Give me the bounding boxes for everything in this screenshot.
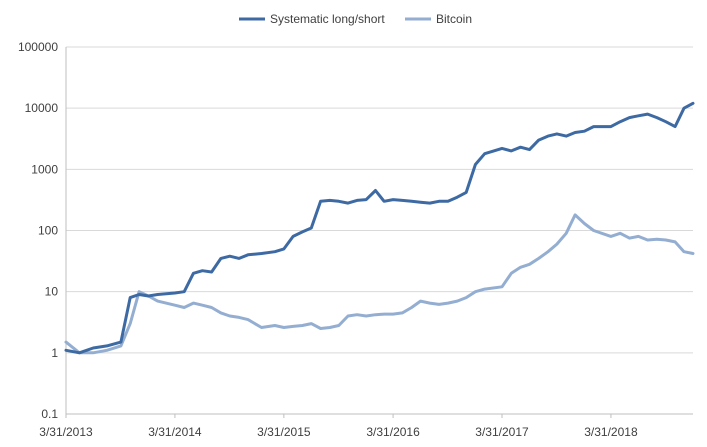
y-tick-label: 1 (51, 346, 58, 360)
x-tick-labels: 3/31/2013 3/31/2014 3/31/2015 3/31/2016 3/31… (39, 425, 638, 439)
axes (65, 47, 693, 418)
y-tick-labels: 0.1 1 10 100 1000 10000 100000 (18, 40, 58, 421)
y-tick-label: 10 (45, 285, 59, 299)
x-tick-label: 3/31/2018 (584, 425, 638, 439)
x-tick-label: 3/31/2013 (39, 425, 93, 439)
series-line-systematic-long-short (64, 101, 695, 355)
legend-label: Bitcoin (436, 12, 472, 26)
legend: Systematic long/short Bitcoin (239, 12, 472, 26)
y-tick-label: 0.1 (41, 407, 58, 421)
x-tick-label: 3/31/2015 (257, 425, 311, 439)
y-tick-label: 100000 (18, 40, 58, 54)
x-tick-label: 3/31/2014 (148, 425, 202, 439)
series-line-bitcoin (64, 213, 695, 355)
x-tick-label: 3/31/2016 (366, 425, 420, 439)
y-tick-label: 100 (38, 224, 58, 238)
gridlines (66, 46, 693, 415)
legend-label: Systematic long/short (270, 12, 385, 26)
x-tick-label: 3/31/2017 (475, 425, 529, 439)
series-lines (64, 101, 695, 355)
y-tick-label: 1000 (31, 162, 58, 176)
y-tick-label: 10000 (25, 101, 59, 115)
